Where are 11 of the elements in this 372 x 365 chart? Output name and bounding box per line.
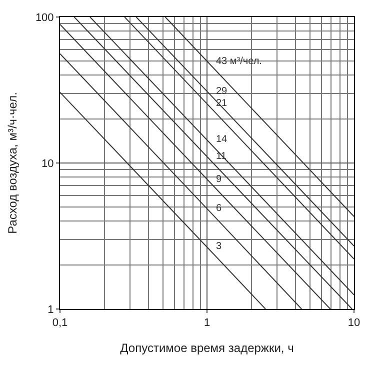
x-axis-title: Допустимое время задержки, ч: [120, 341, 294, 356]
x-tick-label: 10: [348, 317, 360, 330]
y-tick-label: 10: [42, 158, 54, 170]
x-tick-label: 0,1: [52, 317, 68, 330]
y-tick-label: 1: [48, 304, 54, 316]
series-label: 14: [216, 134, 228, 145]
series-label: 9: [216, 174, 222, 185]
x-tick-label: 1: [204, 317, 210, 330]
series-label: 3: [216, 241, 222, 252]
y-axis-title: Расход воздуха, м³/ч·чел.: [6, 92, 20, 234]
y-tick-label: 100: [35, 12, 54, 24]
